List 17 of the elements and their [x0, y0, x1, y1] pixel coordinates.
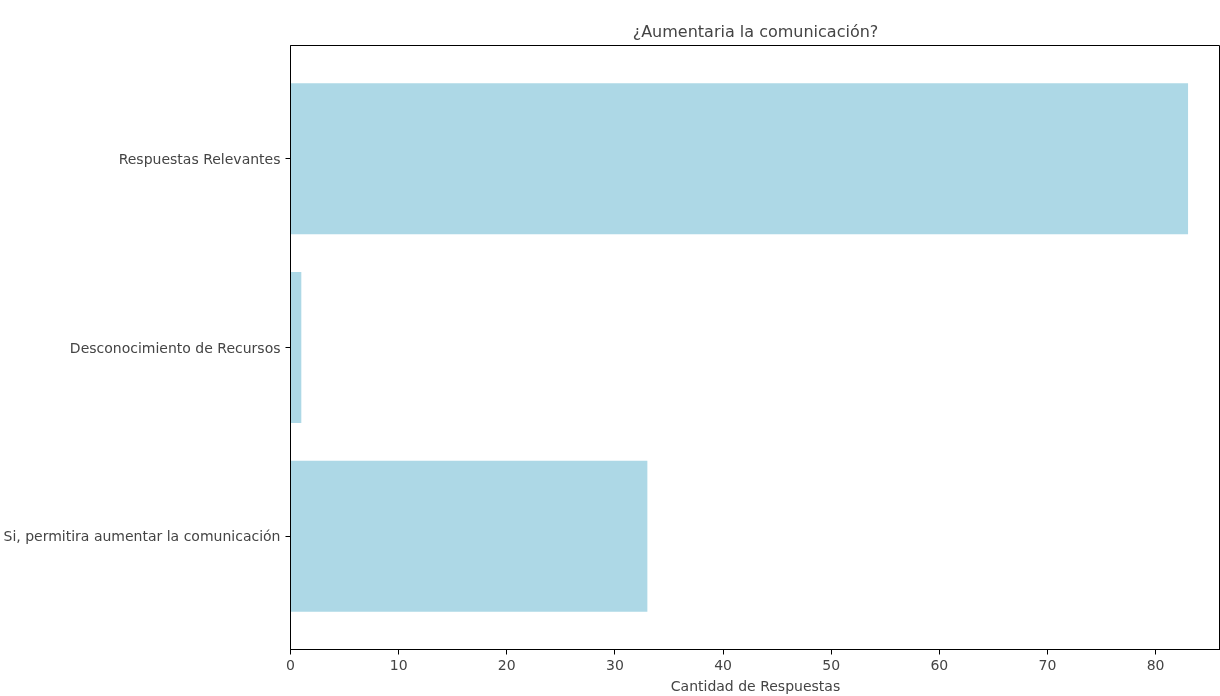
x-tick-label: 20: [497, 656, 516, 673]
bar: [290, 272, 302, 423]
x-tick-label: 70: [1038, 656, 1057, 673]
x-tick-label: 40: [714, 656, 732, 673]
bar: [290, 83, 1189, 235]
x-tick-label: 0: [286, 656, 295, 673]
x-tick-label: 30: [606, 656, 624, 673]
y-tick-label: Si, permitira aumentar la comunicación: [3, 528, 281, 545]
bar: [290, 460, 648, 612]
x-tick-label: 80: [1146, 656, 1165, 673]
chart-title: ¿Aumentaria la comunicación?: [632, 21, 879, 41]
y-tick-label: Desconocimiento de Recursos: [69, 339, 281, 356]
y-tick-label: Respuestas Relevantes: [118, 150, 281, 167]
x-tick-label: 60: [930, 656, 949, 673]
x-tick-label: 10: [389, 656, 408, 673]
x-tick-label: 50: [822, 656, 841, 673]
x-axis-title: Cantidad de Respuestas: [670, 677, 841, 694]
